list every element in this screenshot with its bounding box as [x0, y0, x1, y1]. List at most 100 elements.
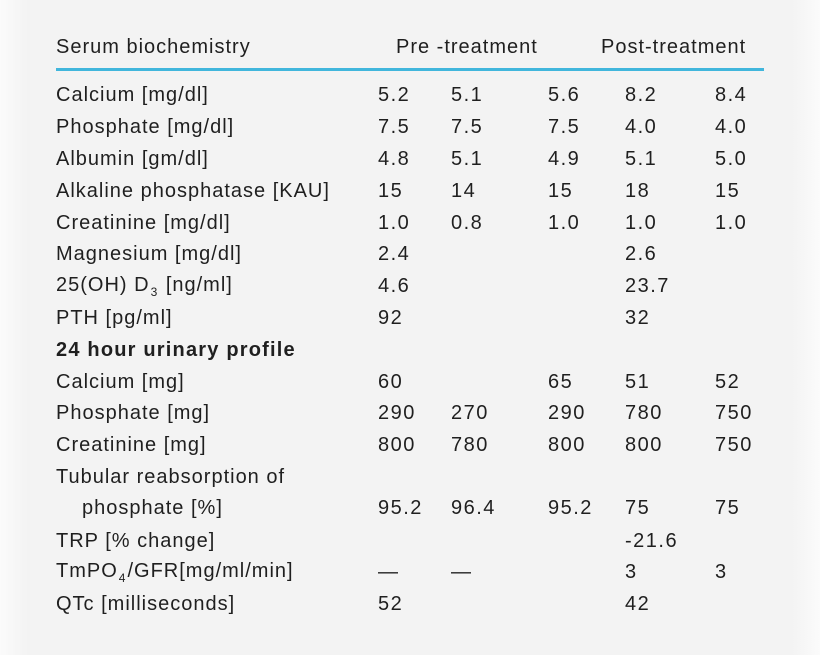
value-cell: 270 [451, 402, 489, 425]
value-cell: 1.0 [548, 211, 581, 234]
table-row: PTH [pg/ml] 92 32 [56, 303, 806, 335]
label-subscript: 3 [150, 285, 158, 300]
label-text: Magnesium [mg/dl] [56, 243, 242, 266]
value-cell: 4.9 [548, 147, 581, 170]
header-serum-biochemistry: Serum biochemistry [56, 36, 251, 58]
value-cell: 3 [715, 561, 728, 584]
value-cell: 96.4 [451, 497, 496, 520]
table-row: Tubular reabsorption of phosphate [%] 95.… [56, 462, 806, 526]
value-cell: 780 [625, 402, 663, 425]
value-cell: 18 [625, 179, 651, 202]
value-cell: 15 [378, 179, 404, 202]
label-text: phosphate [%] [82, 497, 223, 520]
row-label: Magnesium [mg/dl] [56, 243, 378, 266]
row-label: Phosphate [mg] [56, 402, 378, 425]
value-cell: 4.8 [378, 147, 411, 170]
row-label: QTc [milliseconds] [56, 593, 378, 616]
label-text: /GFR[mg/ml/min] [127, 560, 294, 583]
label-text: 25(OH) D [56, 274, 150, 297]
value-cell: 75 [715, 497, 741, 520]
label-text: Calcium [mg] [56, 370, 185, 393]
value-cell: 7.5 [378, 116, 411, 139]
value-cell: 780 [451, 434, 489, 457]
value-cell: 65 [548, 370, 574, 393]
value-cell: 1.0 [715, 211, 748, 234]
value-cell: 52 [715, 370, 741, 393]
table-row: Phosphate [mg] 290 270 290 780 750 [56, 398, 806, 430]
table-row: Calcium [mg/dl] 5.2 5.1 5.6 8.2 8.4 [56, 80, 806, 112]
table-body: Calcium [mg/dl] 5.2 5.1 5.6 8.2 8.4 Phos… [56, 80, 806, 621]
label-text: Creatinine [mg] [56, 434, 207, 457]
value-cell: 2.6 [625, 243, 658, 266]
label-text: [ng/ml] [159, 274, 233, 297]
value-cell: 5.1 [451, 147, 484, 170]
row-label: Tubular reabsorption of phosphate [%] [56, 462, 378, 526]
row-label: 24 hour urinary profile [56, 339, 378, 362]
label-text: Alkaline phosphatase [KAU] [56, 179, 330, 202]
table-row: TmPO4/GFR[mg/ml/min] — — 3 3 [56, 557, 806, 589]
value-cell: 8.2 [625, 84, 658, 107]
table-row: Phosphate [mg/dl] 7.5 7.5 7.5 4.0 4.0 [56, 112, 806, 144]
row-label: Creatinine [mg] [56, 434, 378, 457]
label-text: QTc [milliseconds] [56, 593, 236, 616]
value-cell: 5.6 [548, 84, 581, 107]
value-cell: 2.4 [378, 243, 411, 266]
header-pre-treatment: Pre -treatment [396, 36, 538, 58]
value-cell: 5.2 [378, 84, 411, 107]
value-cell: 4.6 [378, 275, 411, 298]
value-cell: 7.5 [548, 116, 581, 139]
value-cell: 51 [625, 370, 651, 393]
value-cell: 7.5 [451, 116, 484, 139]
table-row: Albumin [gm/dl] 4.8 5.1 4.9 5.1 5.0 [56, 144, 806, 176]
row-label: Calcium [mg] [56, 371, 378, 394]
label-subscript: 4 [118, 571, 126, 586]
row-label: Alkaline phosphatase [KAU] [56, 180, 378, 203]
value-cell: 0.8 [451, 211, 484, 234]
value-cell: — [451, 561, 473, 584]
table-row: Magnesium [mg/dl] 2.4 2.6 [56, 239, 806, 271]
value-cell: 290 [548, 402, 586, 425]
value-cell: 750 [715, 434, 753, 457]
table-row: TRP [% change] -21.6 [56, 525, 806, 557]
label-text: Phosphate [mg] [56, 402, 211, 425]
value-cell: 3 [625, 561, 638, 584]
value-cell: 750 [715, 402, 753, 425]
value-cell: 15 [715, 179, 741, 202]
row-label: TmPO4/GFR[mg/ml/min] [56, 560, 378, 585]
value-cell: 52 [378, 593, 404, 616]
label-text: Creatinine [mg/dl] [56, 211, 231, 234]
value-cell: 5.1 [625, 147, 658, 170]
row-label: PTH [pg/ml] [56, 307, 378, 330]
label-text: Tubular reabsorption of [56, 465, 286, 488]
table-row: QTc [milliseconds] 52 42 [56, 589, 806, 621]
value-cell: 8.4 [715, 84, 748, 107]
value-cell: 95.2 [378, 497, 423, 520]
value-cell: 4.0 [715, 116, 748, 139]
label-text: Albumin [gm/dl] [56, 147, 209, 170]
value-cell: — [378, 561, 400, 584]
table-header: Serum biochemistry Pre -treatment Post-t… [56, 36, 764, 71]
row-label: Albumin [gm/dl] [56, 148, 378, 171]
value-cell: 5.1 [451, 84, 484, 107]
label-text: Calcium [mg/dl] [56, 84, 209, 107]
value-cell: 95.2 [548, 497, 593, 520]
value-cell: 75 [625, 497, 651, 520]
value-cell: 800 [625, 434, 663, 457]
table-row: 25(OH) D3 [ng/ml] 4.6 23.7 [56, 271, 806, 303]
label-text: PTH [pg/ml] [56, 306, 173, 329]
row-label: Creatinine [mg/dl] [56, 212, 378, 235]
row-label: Calcium [mg/dl] [56, 84, 378, 107]
value-cell: 5.0 [715, 147, 748, 170]
biochemistry-table: Serum biochemistry Pre -treatment Post-t… [56, 36, 806, 621]
row-label: TRP [% change] [56, 530, 378, 553]
label-text: TmPO [56, 560, 118, 583]
value-cell: 15 [548, 179, 574, 202]
value-cell: 60 [378, 370, 404, 393]
value-cell: -21.6 [625, 529, 679, 552]
value-cell: 32 [625, 306, 651, 329]
row-label: 25(OH) D3 [ng/ml] [56, 274, 378, 299]
table-row: 24 hour urinary profile [56, 334, 806, 366]
value-cell: 1.0 [378, 211, 411, 234]
value-cell: 1.0 [625, 211, 658, 234]
label-text: Phosphate [mg/dl] [56, 116, 235, 139]
